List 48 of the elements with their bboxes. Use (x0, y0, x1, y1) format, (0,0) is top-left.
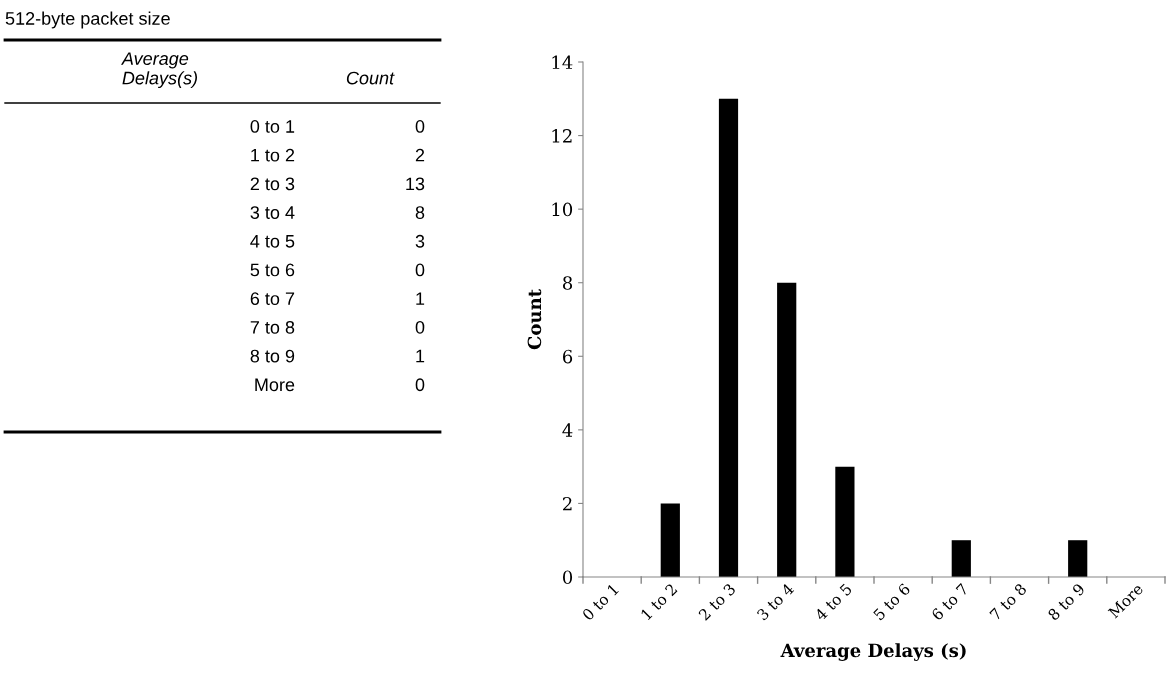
x-tick-label: 8 to 9 (1047, 582, 1086, 621)
x-tick-label: 7 to 8 (989, 582, 1028, 621)
y-tick-label: 14 (552, 55, 573, 69)
y-axis-title: Count (527, 289, 542, 350)
text: 0 (415, 320, 425, 334)
x-tick-label: 2 to 3 (697, 582, 737, 621)
x-axis-title: Average Delays (s) (780, 643, 966, 661)
text: More (255, 378, 295, 392)
text: 4 to 5 (250, 235, 295, 248)
y-tick-label: 2 (563, 496, 572, 511)
text: Count (346, 71, 395, 85)
y-tick-label: 0 (562, 570, 573, 585)
text: 13 (406, 177, 425, 191)
text: 1 to 2 (251, 148, 295, 162)
text: 8 to 9 (250, 349, 295, 363)
x-tick-label: 0 to 1 (581, 583, 619, 621)
text: 1 (416, 349, 425, 363)
text: 1 (416, 292, 425, 305)
bar (951, 540, 971, 577)
text: 3 (415, 234, 425, 248)
y-tick-label: 4 (562, 423, 573, 437)
text: 0 to 1 (250, 120, 295, 133)
text: 5 to 6 (250, 263, 295, 277)
text: 8 (415, 206, 425, 219)
bar (1068, 540, 1088, 577)
x-tick-label: 5 to 6 (872, 582, 911, 621)
y-tick-label: 10 (552, 202, 573, 217)
x-tick-label: 1 to 2 (640, 583, 678, 621)
y-tick-label: 6 (563, 349, 573, 364)
x-tick-label: 3 to 4 (756, 582, 795, 621)
text: 0 (415, 120, 425, 133)
bar (835, 466, 855, 577)
y-tick-label: 8 (563, 276, 573, 290)
x-tick-label: 6 to 7 (930, 582, 969, 621)
x-tick-label: 4 to 5 (813, 582, 853, 622)
text: 2 to 3 (250, 177, 295, 191)
text: 0 (415, 378, 425, 392)
text: 0 (415, 263, 425, 277)
text: 512-byte packet size (5, 11, 170, 29)
text: 3 to 4 (250, 206, 295, 219)
text: Average Delays(s) (120, 52, 198, 88)
bar (777, 282, 797, 577)
bar (718, 98, 739, 577)
text: 7 to 8 (250, 320, 295, 334)
y-tick-label: 12 (552, 129, 572, 143)
text: 6 to 7 (250, 292, 295, 306)
bar (660, 503, 680, 577)
text: 2 (415, 148, 425, 162)
